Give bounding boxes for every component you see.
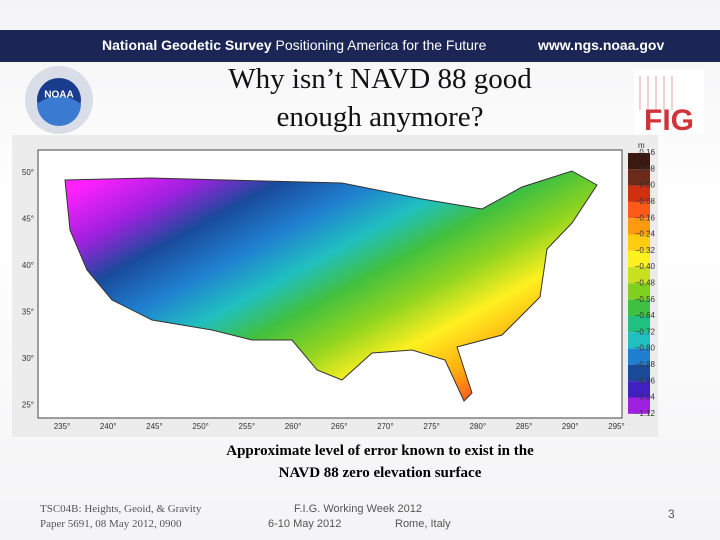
colorbar-label: −0.64 bbox=[635, 311, 656, 320]
longitude-label: 270° bbox=[377, 422, 394, 431]
colorbar-label: 0.08 bbox=[639, 164, 655, 173]
latitude-label: 50° bbox=[22, 168, 34, 177]
colorbar-label: −1.12 bbox=[635, 409, 656, 418]
colorbar-label: 0.16 bbox=[639, 148, 655, 157]
latitude-label: 30° bbox=[22, 354, 34, 363]
caption: Approximate level of error known to exis… bbox=[160, 440, 600, 484]
longitude-label: 235° bbox=[54, 422, 71, 431]
footer-line: Rome, Italy bbox=[395, 518, 451, 530]
page-number: 3 bbox=[668, 507, 675, 521]
colorbar-label: −0.72 bbox=[635, 327, 656, 336]
longitude-label: 240° bbox=[100, 422, 117, 431]
fig-logo: FIG bbox=[634, 70, 704, 134]
agency: National Geodetic Survey bbox=[102, 37, 272, 53]
header-banner: National Geodetic Survey Positioning Ame… bbox=[0, 30, 720, 62]
tagline: Positioning America for the Future bbox=[275, 37, 487, 53]
footer-line: F.I.G. Working Week 2012 bbox=[294, 503, 422, 515]
colorbar-segment bbox=[628, 316, 650, 333]
longitude-label: 265° bbox=[331, 422, 348, 431]
longitude-label: 280° bbox=[470, 422, 487, 431]
colorbar-segment bbox=[628, 201, 650, 219]
footer-line: Paper 5691, 08 May 2012, 0900 bbox=[40, 518, 182, 530]
logo-text: FIG bbox=[644, 104, 694, 134]
colorbar-segment bbox=[628, 381, 650, 398]
colorbar-segment bbox=[628, 364, 650, 382]
colorbar-segment bbox=[628, 218, 650, 235]
colorbar-segment bbox=[628, 250, 650, 268]
title-line: Why isn’t NAVD 88 good bbox=[228, 63, 532, 95]
footer-line: TSC04B: Heights, Geoid, & Gravity bbox=[40, 503, 202, 515]
longitude-label: 290° bbox=[562, 422, 579, 431]
colorbar-segment bbox=[628, 267, 650, 284]
latitude-label: 25° bbox=[22, 401, 34, 410]
header-text: National Geodetic Survey Positioning Ame… bbox=[102, 37, 486, 53]
latitude-label: 35° bbox=[22, 308, 34, 317]
colorbar-label: −0.40 bbox=[635, 262, 656, 271]
colorbar-label: −0.56 bbox=[635, 295, 656, 304]
colorbar-unit: m bbox=[638, 141, 645, 150]
title-line: enough anymore? bbox=[276, 101, 484, 133]
noaa-logo: NOAA bbox=[25, 66, 93, 134]
footer-center: F.I.G. Working Week 2012 6-10 May 2012 Rom… bbox=[268, 502, 458, 532]
footer-line: 6-10 May 2012 bbox=[268, 518, 342, 530]
colorbar-segment bbox=[628, 283, 650, 300]
colorbar-label: −0.32 bbox=[635, 246, 656, 255]
logo-text: NOAA bbox=[44, 90, 73, 101]
longitude-label: 255° bbox=[239, 422, 256, 431]
colorbar-segment bbox=[628, 169, 650, 186]
latitude-label: 45° bbox=[22, 215, 34, 224]
colorbar-segment bbox=[628, 397, 650, 414]
longitude-label: 295° bbox=[608, 422, 625, 431]
latitude-label: 40° bbox=[22, 261, 34, 270]
colorbar-segment bbox=[628, 185, 650, 202]
colorbar-segment bbox=[628, 348, 650, 365]
header-url: www.ngs.noaa.gov bbox=[538, 37, 665, 53]
colorbar-label: −1.04 bbox=[635, 393, 656, 402]
colorbar-segment bbox=[628, 153, 650, 170]
longitude-label: 275° bbox=[423, 422, 440, 431]
slide-title: Why isn’t NAVD 88 good enough anymore? bbox=[180, 60, 580, 136]
longitude-label: 285° bbox=[516, 422, 533, 431]
colorbar-segment bbox=[628, 234, 650, 251]
colorbar-label: 0.00 bbox=[639, 181, 655, 190]
colorbar-label: −0.08 bbox=[635, 197, 656, 206]
caption-line: Approximate level of error known to exis… bbox=[226, 443, 534, 459]
colorbar-label: −0.80 bbox=[635, 344, 656, 353]
us-map bbox=[64, 170, 598, 402]
colorbar-label: −0.96 bbox=[635, 376, 656, 385]
map-figure: 50° 45° 40° 35° 30° 25° 235° 240° 245° 250° 255° 26… bbox=[12, 135, 658, 437]
colorbar-segment bbox=[628, 299, 650, 316]
colorbar-label: −0.24 bbox=[635, 230, 656, 239]
longitude-label: 245° bbox=[146, 422, 163, 431]
longitude-label: 260° bbox=[285, 422, 302, 431]
colorbar-label: −0.88 bbox=[635, 360, 656, 369]
colorbar-label: −0.48 bbox=[635, 279, 656, 288]
footer-left: TSC04B: Heights, Geoid, & Gravity Paper 5… bbox=[40, 502, 201, 532]
colorbar-segment bbox=[628, 332, 650, 349]
longitude-label: 250° bbox=[192, 422, 209, 431]
caption-line: NAVD 88 zero elevation surface bbox=[278, 465, 482, 481]
colorbar-label: −0.16 bbox=[635, 213, 656, 222]
